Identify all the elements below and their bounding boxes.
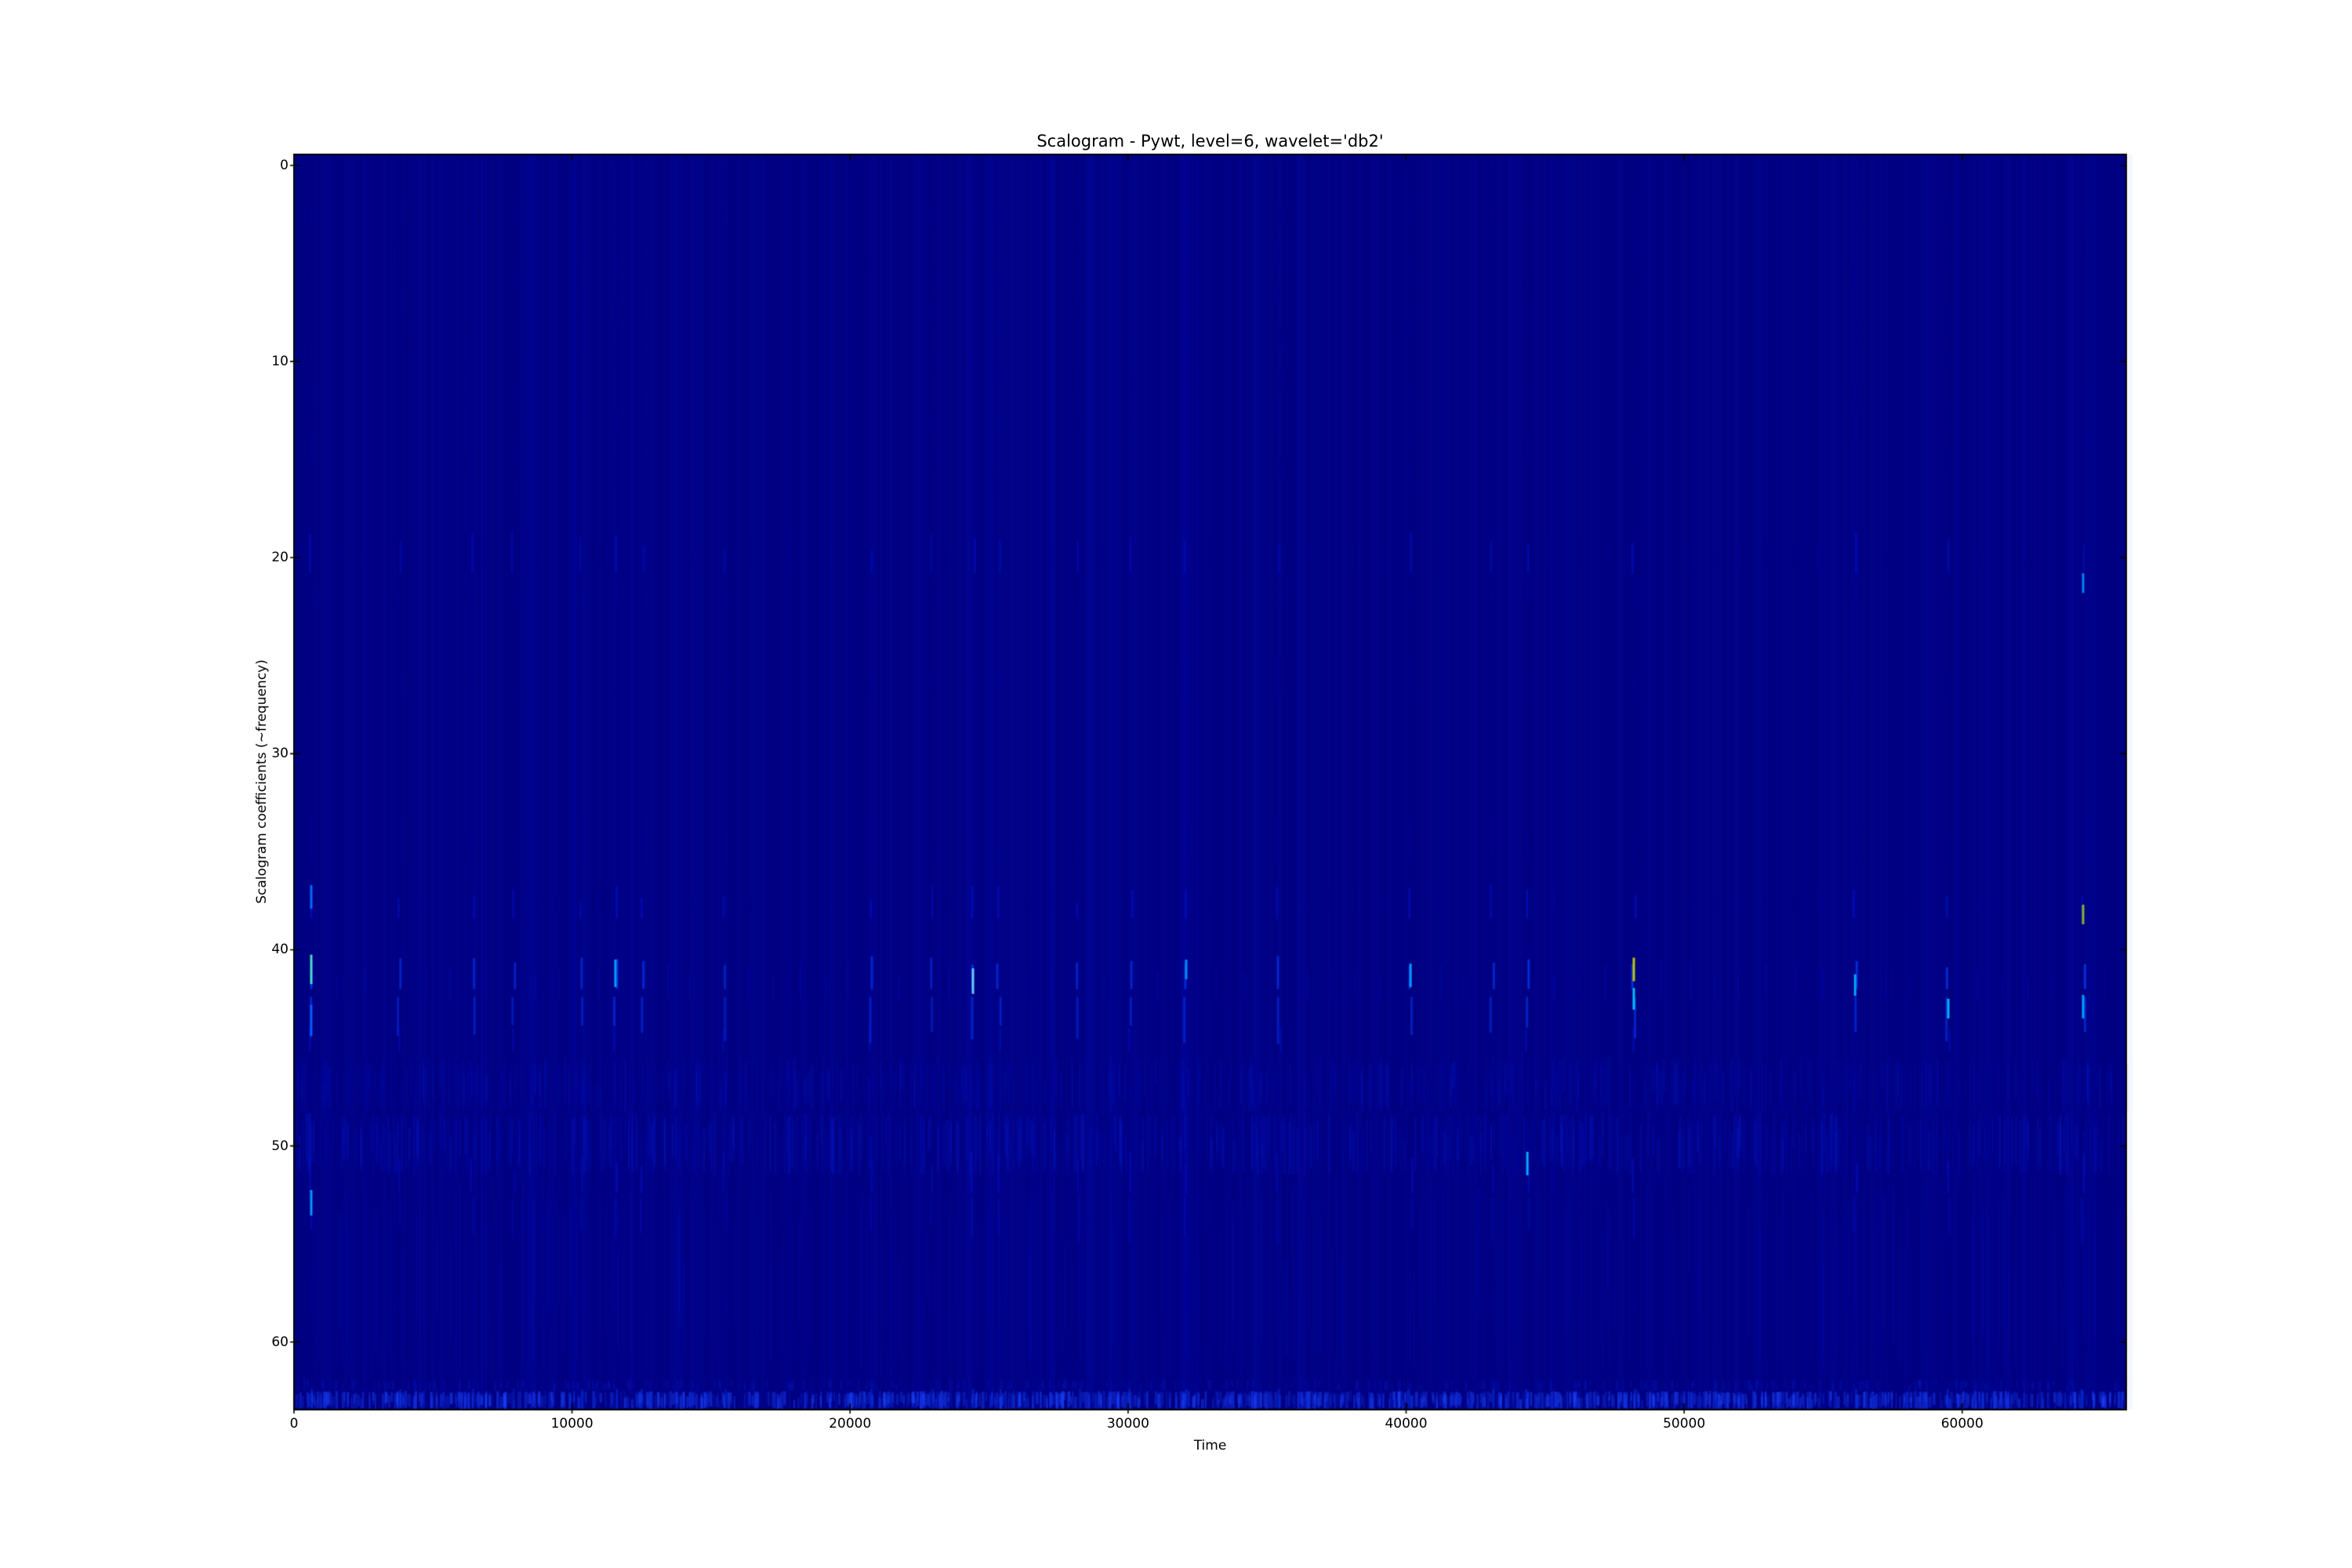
x-tick-label: 30000 xyxy=(1106,1416,1149,1432)
y-tick-label: 60 xyxy=(271,1334,289,1350)
y-tick-label: 10 xyxy=(271,354,289,370)
y-tick-label: 20 xyxy=(271,550,289,566)
chart-title: Scalogram - Pywt, level=6, wavelet='db2' xyxy=(1036,132,1384,151)
x-axis-label: Time xyxy=(1193,1438,1227,1454)
y-tick-label: 40 xyxy=(271,942,289,958)
y-tick-label: 0 xyxy=(280,158,289,173)
x-tick-label: 60000 xyxy=(1940,1416,1984,1432)
x-tick-label: 0 xyxy=(289,1416,299,1432)
x-tick-label: 50000 xyxy=(1663,1416,1706,1432)
y-tick-label: 50 xyxy=(271,1138,289,1154)
y-tick-label: 30 xyxy=(271,746,289,762)
x-tick-label: 20000 xyxy=(829,1416,872,1432)
x-tick-label: 40000 xyxy=(1385,1416,1428,1432)
y-axis-label: Scalogram coefficients (~frequency) xyxy=(254,659,270,904)
x-tick-label: 10000 xyxy=(550,1416,593,1432)
